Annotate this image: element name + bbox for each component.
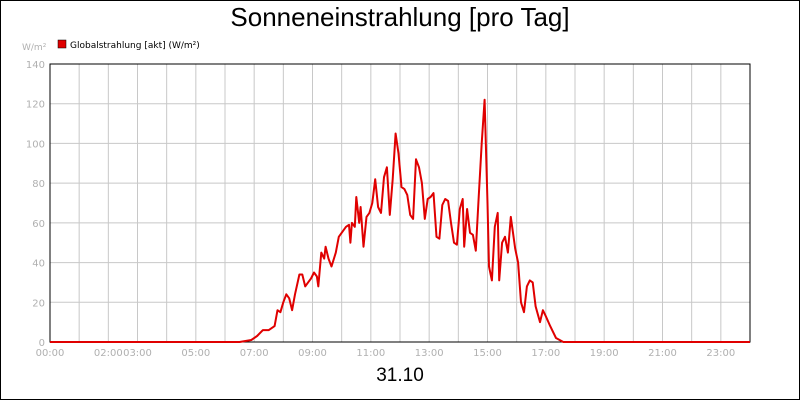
y-tick-label: 60	[32, 219, 45, 230]
x-tick-label: 03:00	[123, 348, 152, 359]
y-axis-ticks: 0 20 40 60 80 100 120 140	[26, 60, 45, 349]
plot-area-border	[49, 63, 751, 343]
x-tick-label: 15:00	[473, 348, 502, 359]
y-tick-label: 40	[32, 259, 45, 270]
chart-title: Sonneneinstrahlung [pro Tag]	[230, 2, 570, 32]
x-tick-label: 23:00	[706, 348, 735, 359]
y-tick-label: 0	[39, 338, 45, 349]
x-tick-label: 13:00	[415, 348, 444, 359]
y-tick-label: 80	[32, 179, 45, 190]
series-line-globalstrahlung	[50, 98, 750, 343]
legend-label: Globalstrahlung [akt] (W/m²)	[70, 41, 200, 51]
x-tick-label: 17:00	[531, 348, 560, 359]
y-tick-label: 100	[26, 139, 45, 150]
x-tick-label: 11:00	[356, 348, 385, 359]
x-tick-label: 19:00	[590, 348, 619, 359]
x-tick-label: 00:00	[36, 348, 65, 359]
x-tick-label: 02:00	[94, 348, 123, 359]
y-tick-label: 20	[32, 298, 45, 309]
x-tick-label: 21:00	[648, 348, 677, 359]
y-tick-label: 120	[26, 100, 45, 111]
x-tick-label: 05:00	[181, 348, 210, 359]
y-axis-unit-label: W/m²	[22, 43, 47, 53]
legend-swatch	[57, 39, 67, 49]
y-tick-label: 140	[26, 60, 45, 71]
legend: Globalstrahlung [akt] (W/m²)	[57, 39, 200, 51]
x-tick-label: 07:00	[240, 348, 269, 359]
date-label: 31.10	[376, 365, 424, 386]
grid	[50, 63, 750, 343]
x-axis-ticks: 00:00 02:00 03:00 05:00 07:00 09:00 11:00 13:00…	[36, 348, 736, 359]
series-group	[50, 98, 750, 343]
x-tick-label: 09:00	[298, 348, 327, 359]
